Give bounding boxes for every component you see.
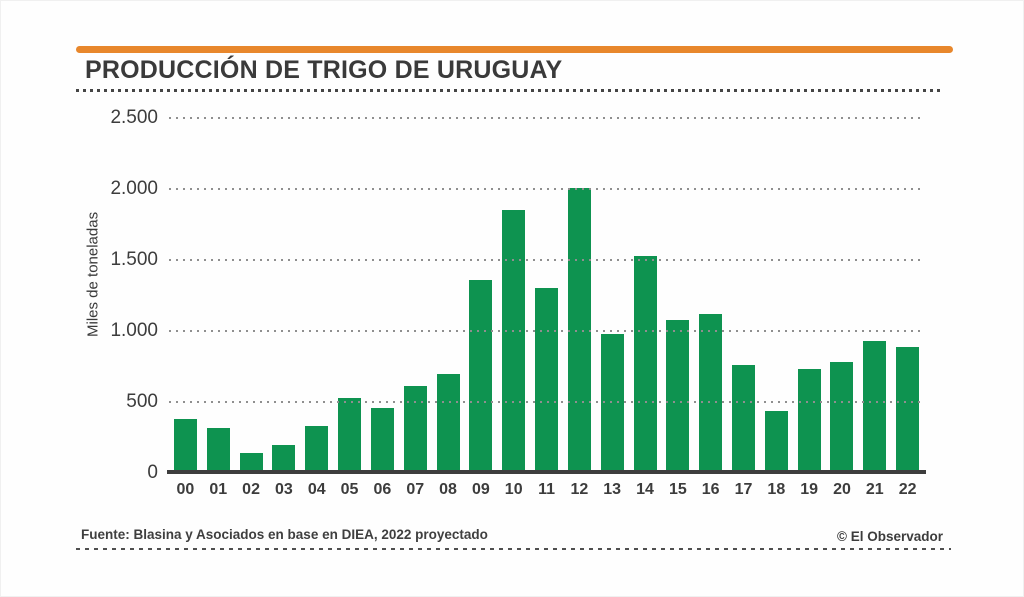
y-tick-label-2.000: 2.000 — [110, 178, 158, 199]
bar-slot-01 — [202, 118, 235, 473]
bar-20 — [830, 362, 854, 473]
bar-slot-00 — [169, 118, 202, 473]
title-dotted-divider — [76, 89, 942, 92]
x-tick-label-20: 20 — [833, 481, 851, 498]
bar-slot-10 — [497, 118, 530, 473]
bar-22 — [896, 346, 920, 473]
bar-01 — [206, 427, 230, 473]
bar-09 — [469, 279, 493, 473]
bar-16 — [699, 313, 723, 473]
bars-container — [169, 118, 924, 473]
x-tick-label-05: 05 — [340, 481, 359, 498]
plot-area — [169, 117, 924, 473]
y-axis-tick-labels: 0 500 1.000 1.500 2.000 2.500 — [1, 107, 158, 483]
gridline-1.500 — [169, 259, 924, 261]
x-tick-label-10: 10 — [504, 481, 523, 498]
bar-slot-13 — [596, 118, 629, 473]
y-tick-label-2.500: 2.500 — [110, 107, 158, 128]
x-tick-label-21: 21 — [865, 481, 884, 498]
bar-slot-21 — [858, 118, 891, 473]
bar-13 — [600, 333, 624, 473]
bar-slot-02 — [235, 118, 268, 473]
x-axis-tick-labels: 00 01 02 03 04 05 06 07 08 09 10 11 12 13 14 15 16 17 18 19… — [169, 481, 924, 499]
footer-dashed-divider — [76, 548, 951, 550]
x-tick-label-11: 11 — [538, 481, 555, 498]
y-tick-label-1.000: 1.000 — [110, 320, 158, 341]
x-tick-label-18: 18 — [767, 481, 786, 498]
bar-slot-11 — [530, 118, 563, 473]
bar-07 — [403, 386, 427, 473]
bar-slot-14 — [629, 118, 662, 473]
bar-00 — [173, 419, 197, 473]
bar-18 — [764, 410, 788, 473]
x-tick-label-19: 19 — [800, 481, 819, 498]
x-tick-label-04: 04 — [307, 481, 326, 498]
x-tick-label-17: 17 — [734, 481, 753, 498]
bar-slot-05 — [333, 118, 366, 473]
bar-slot-07 — [399, 118, 432, 473]
x-tick-label-13: 13 — [603, 481, 622, 498]
x-tick-label-12: 12 — [570, 481, 589, 498]
x-tick-label-03: 03 — [275, 481, 293, 498]
bar-slot-15 — [661, 118, 694, 473]
y-tick-label-1.500: 1.500 — [110, 249, 158, 270]
gridline-2.000 — [169, 188, 924, 190]
gridline-1.000 — [169, 330, 924, 332]
bar-21 — [863, 340, 887, 473]
bar-slot-08 — [432, 118, 465, 473]
bar-11 — [535, 288, 559, 473]
y-tick-label-0: 0 — [147, 462, 158, 483]
x-tick-label-16: 16 — [701, 481, 720, 498]
bar-06 — [370, 407, 394, 473]
x-tick-label-15: 15 — [668, 481, 687, 498]
bar-19 — [797, 369, 821, 473]
bar-05 — [338, 397, 362, 473]
copyright-credit: © El Observador — [837, 529, 943, 544]
bar-slot-20 — [826, 118, 859, 473]
bar-slot-17 — [727, 118, 760, 473]
bar-slot-19 — [793, 118, 826, 473]
header-accent-bar — [76, 46, 953, 53]
x-axis-baseline — [167, 470, 926, 474]
bar-slot-09 — [464, 118, 497, 473]
bar-slot-06 — [366, 118, 399, 473]
x-tick-label-02: 02 — [242, 481, 260, 498]
bar-slot-03 — [267, 118, 300, 473]
y-tick-label-500: 500 — [126, 391, 158, 412]
bar-15 — [666, 319, 690, 473]
source-note: Fuente: Blasina y Asociados en base en D… — [81, 527, 488, 542]
x-tick-label-06: 06 — [373, 481, 392, 498]
gridline-2.500 — [169, 117, 924, 119]
x-tick-label-14: 14 — [636, 481, 654, 498]
bar-slot-22 — [891, 118, 924, 473]
bar-04 — [305, 426, 329, 473]
bar-17 — [731, 365, 755, 473]
x-tick-label-09: 09 — [471, 481, 490, 498]
x-tick-label-00: 00 — [176, 481, 195, 498]
bar-slot-12 — [563, 118, 596, 473]
bar-10 — [502, 210, 526, 473]
bar-slot-16 — [694, 118, 727, 473]
bar-14 — [633, 255, 657, 473]
x-tick-label-22: 22 — [898, 481, 917, 498]
x-tick-label-07: 07 — [406, 481, 425, 498]
x-tick-label-01: 01 — [209, 481, 228, 498]
x-tick-label-08: 08 — [439, 481, 457, 498]
bar-03 — [272, 444, 296, 473]
gridline-500 — [169, 401, 924, 403]
bar-slot-04 — [300, 118, 333, 473]
bar-02 — [239, 453, 263, 473]
page-title: PRODUCCIÓN DE TRIGO DE URUGUAY — [85, 56, 563, 84]
bar-slot-18 — [760, 118, 793, 473]
bar-08 — [436, 373, 460, 473]
